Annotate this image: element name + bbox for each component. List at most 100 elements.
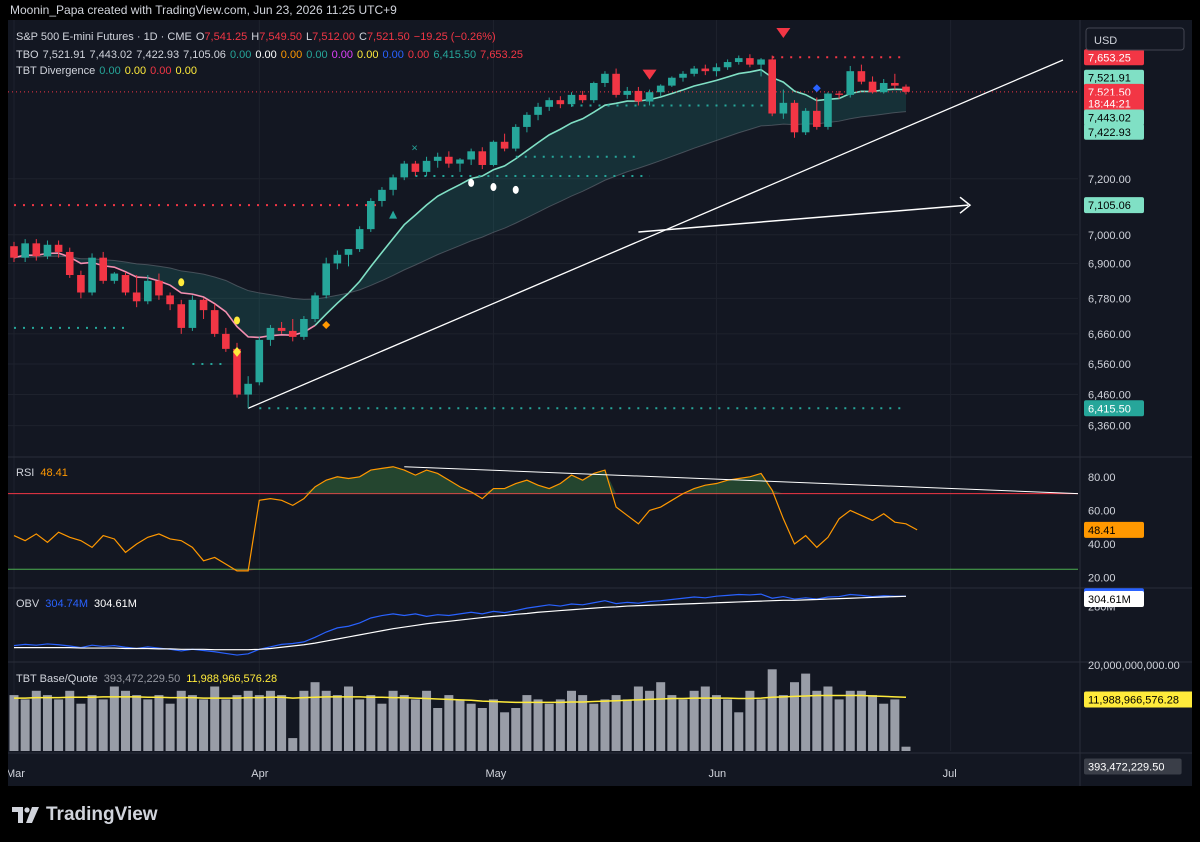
- legend-value: 0.00: [382, 49, 403, 61]
- candle-body: [590, 82, 598, 101]
- price-tick-label: 6,360.00: [1088, 421, 1131, 433]
- candle-body: [723, 62, 732, 68]
- candle-body: [645, 92, 654, 102]
- volume-bar: [254, 695, 264, 751]
- candle-body: [612, 73, 620, 95]
- volume-bar: [422, 690, 432, 751]
- price-badge: 6,415.50: [1088, 403, 1131, 415]
- candle-body: [244, 383, 252, 395]
- legend-value: 0.00: [125, 65, 146, 77]
- rsi-line: [13, 466, 918, 572]
- currency-button[interactable]: USD: [1085, 27, 1185, 51]
- price-tick-label: 6,560.00: [1088, 359, 1131, 371]
- candle-body: [199, 299, 208, 311]
- volume-bar: [154, 695, 164, 751]
- candle-body: [54, 244, 63, 252]
- candle-body: [311, 295, 319, 319]
- candle-body: [511, 126, 520, 149]
- volume-bar: [243, 690, 253, 751]
- price-tick-label: 6,460.00: [1088, 390, 1131, 402]
- legend-value: 7,443.02: [89, 49, 132, 61]
- volume-bar: [645, 690, 655, 751]
- candle-body: [99, 257, 107, 281]
- tradingview-logo-icon: [12, 807, 39, 823]
- candle-body: [835, 93, 843, 95]
- price-badge: 7,443.02: [1088, 113, 1131, 125]
- time-tick-label: Mar: [8, 768, 25, 780]
- price-badge-bg: [1084, 109, 1144, 126]
- volume-bar: [801, 673, 811, 751]
- white-dot-marker: [490, 183, 497, 192]
- volume-bar: [767, 669, 777, 751]
- candle-body: [77, 275, 85, 293]
- candle-body: [233, 348, 241, 395]
- time-axis[interactable]: Mar Apr May Jun Jul: [8, 768, 957, 780]
- candle-body: [545, 100, 553, 107]
- candle-body: [601, 73, 609, 83]
- volume-bar: [277, 695, 287, 751]
- candle-body: [478, 151, 487, 165]
- price-tick-label: 7,200.00: [1088, 174, 1131, 186]
- volume-bar: [121, 690, 130, 751]
- volume-bar: [678, 699, 688, 751]
- candle-body: [712, 67, 721, 72]
- tbo-cloud: [14, 69, 906, 338]
- volume-bar: [466, 703, 476, 751]
- candle-body: [177, 304, 186, 328]
- price-badge: 7,422.93: [1088, 127, 1131, 139]
- volume-bar: [488, 699, 498, 751]
- volume-bar: [410, 699, 420, 751]
- volume-bar: [76, 703, 86, 751]
- legend-value: 7,422.93: [136, 49, 179, 61]
- rsi-badge: 48.41: [1088, 525, 1116, 537]
- legend-value: 0.00: [332, 49, 353, 61]
- price-level-lines: [8, 56, 1078, 410]
- candle-body: [623, 90, 632, 95]
- candles: [10, 54, 910, 409]
- volume-pane: [9, 669, 911, 751]
- header-credit: Moonin_Papa created with TradingView.com…: [10, 3, 397, 17]
- candle-body: [489, 141, 498, 165]
- candle-body: [701, 68, 710, 72]
- volume-bar: [745, 690, 755, 751]
- chart-canvas[interactable]: × 7,200.00 7,000.00 6,900.00 6,780.00 6,660.…: [8, 20, 1192, 786]
- obv-pane: [13, 593, 907, 656]
- cross-marker: ×: [411, 142, 417, 154]
- candle-body: [266, 327, 275, 340]
- rsi-tick-label: 20.00: [1088, 573, 1116, 585]
- volume-bar: [823, 686, 833, 751]
- candle-body: [188, 299, 197, 328]
- volume-bar: [132, 695, 142, 751]
- candle-body: [255, 339, 264, 383]
- tradingview-logo[interactable]: TradingView: [12, 804, 158, 826]
- rsi-tick-label: 40.00: [1088, 539, 1116, 551]
- volume-bar: [54, 699, 64, 751]
- obv-badge: 304.61M: [1088, 594, 1131, 606]
- volume-bar: [109, 686, 119, 751]
- candle-body: [88, 257, 96, 293]
- candle-body: [857, 71, 866, 82]
- volume-bar: [377, 703, 387, 751]
- candle-body: [891, 82, 899, 86]
- volume-bar: [522, 695, 532, 751]
- candle-body: [10, 246, 18, 258]
- time-tick-label: Apr: [251, 768, 268, 780]
- volume-bar: [567, 690, 576, 751]
- legend-value: 7,521.91: [43, 49, 86, 61]
- volume-bar: [87, 695, 97, 751]
- price-axis[interactable]: 7,200.00 7,000.00 6,900.00 6,780.00 6,660.00…: [1084, 49, 1192, 775]
- candle-body: [813, 110, 821, 127]
- candle-body: [746, 58, 754, 65]
- tradingview-logo-text: TradingView: [46, 804, 158, 825]
- volume-bar: [622, 699, 632, 751]
- price-badge: 7,105.06: [1088, 200, 1131, 212]
- volume-bar: [890, 699, 900, 751]
- price-badge-bg: [1084, 123, 1144, 140]
- legend-value: 0.00: [255, 49, 276, 61]
- trend-lines[interactable]: [247, 59, 1064, 409]
- rsi-tick-label: 80.00: [1088, 472, 1116, 484]
- volume-bar: [366, 695, 376, 751]
- grid-lines: [8, 20, 1078, 751]
- volume-bar: [901, 746, 911, 751]
- tbo-fast-line-bull: [314, 68, 907, 327]
